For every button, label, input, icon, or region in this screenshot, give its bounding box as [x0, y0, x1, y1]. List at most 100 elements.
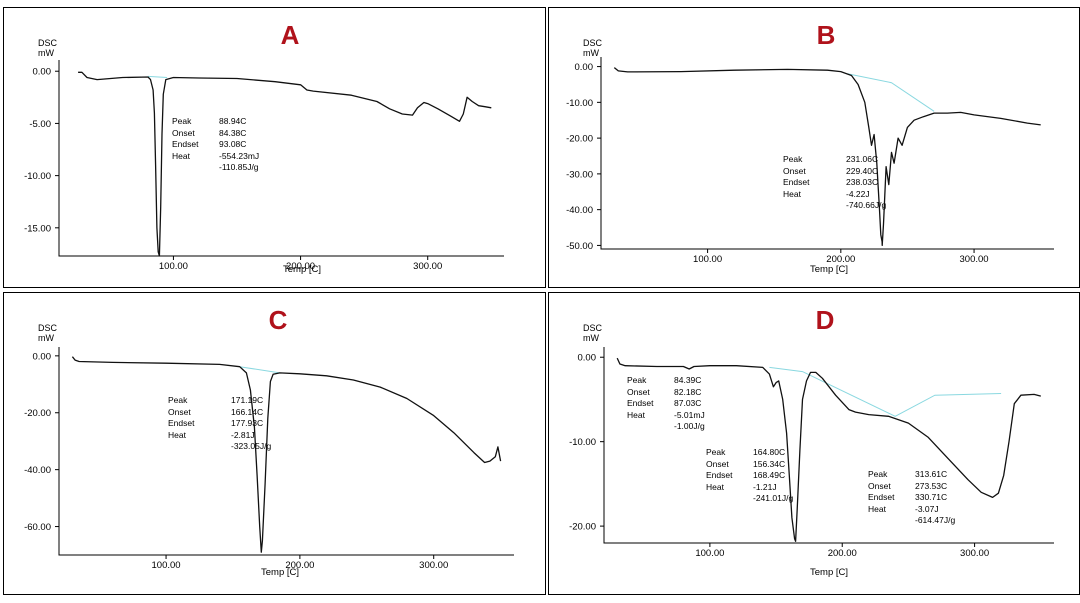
baseline-line: [769, 366, 1002, 417]
annotation-key: Endset: [783, 177, 810, 187]
annotation-value: 229.40C: [846, 165, 879, 176]
x-tick-label: 100.00: [159, 261, 188, 272]
y-tick-label: -10.00: [566, 98, 593, 109]
axis-frame: [603, 347, 1054, 544]
annotation-key: Heat: [868, 503, 886, 514]
annotation-value: -2.81J: [231, 429, 255, 440]
x-axis-label: Temp [C]: [809, 567, 849, 578]
annotation-value: 166.14C: [231, 406, 264, 417]
annotation-key: Heat: [168, 429, 186, 440]
y-tick-label: -10.00: [24, 171, 51, 182]
axis-frame: [600, 57, 1054, 250]
annotation-key: Endset: [868, 492, 895, 502]
annotation-value: 84.38C: [219, 127, 247, 138]
annotation-key: Onset: [627, 386, 650, 397]
annotation-value: 313.61C: [915, 469, 948, 479]
x-tick-label: 200.00: [828, 548, 857, 559]
panel-letter: C: [268, 305, 288, 335]
y-tick-label: 0.00: [578, 353, 597, 364]
annotation-value: -110.85J/g: [219, 162, 259, 172]
annotation-value: -323.05J/g: [231, 441, 272, 451]
annotation-value: 171.19C: [231, 395, 264, 405]
y-tick-label: -30.00: [566, 169, 593, 180]
annotation-value: 164.80C: [753, 447, 786, 457]
y-axis-label: DSC mW: [38, 323, 58, 343]
y-tick-label: -60.00: [24, 522, 51, 533]
x-axis-label: Temp [C]: [282, 264, 322, 275]
annotation-value: 168.49C: [753, 470, 786, 480]
y-tick-label: -15.00: [24, 223, 51, 234]
y-tick-label: 0.00: [33, 67, 52, 78]
annotation-value: 273.53C: [915, 480, 948, 491]
plot-area: 0.00 -20.00 -40.00 -60.00 100.00 200.00 300.00: [24, 347, 514, 571]
y-tick-label: -20.00: [569, 522, 596, 533]
annotation-key: Onset: [168, 406, 191, 417]
annotation-key: Peak: [868, 469, 888, 479]
panel-letter: B: [816, 20, 836, 50]
plot-area: 0.00 -10.00 -20.00 100.00 200.00 300.00: [569, 347, 1054, 559]
dsc-curve: [613, 67, 1041, 247]
annotation-key: Peak: [783, 154, 803, 164]
annotation-value: 87.03C: [674, 398, 702, 408]
annotation-key: Peak: [706, 447, 726, 457]
plot-area: 0.00 -10.00 -20.00 -30.00 -40.00 -50.00 100.00…: [566, 57, 1054, 265]
annotation-value: 231.06C: [846, 154, 879, 164]
annotation-value: -4.22J: [846, 188, 870, 199]
dsc-panel-b: B DSC mW 0.00 -10.00 -20.00 -30.00 -40.00 -50…: [548, 7, 1080, 288]
annotation-value: 84.39C: [674, 375, 702, 385]
axis-frame: [58, 60, 504, 257]
y-tick-label: 0.00: [575, 62, 594, 73]
annotation-key: Endset: [627, 398, 654, 408]
y-tick-label: -20.00: [24, 408, 51, 419]
dsc-curve: [616, 357, 1041, 542]
y-tick-label: -5.00: [29, 119, 51, 130]
annotation-value: -241.01J/g: [753, 493, 794, 503]
dsc-panel-a: A DSC mW 0.00 -5.00 -10.00 -15.00 100.00 200.…: [3, 7, 546, 288]
y-axis-label: DSC mW: [583, 38, 603, 58]
baseline-line: [147, 75, 168, 78]
x-axis-label: Temp [C]: [260, 567, 300, 578]
annotation-key: Endset: [706, 470, 733, 480]
y-tick-label: -50.00: [566, 241, 593, 252]
annotation-value: -1.00J/g: [674, 421, 705, 431]
y-tick-label: -40.00: [566, 205, 593, 216]
x-tick-label: 300.00: [960, 548, 989, 559]
annotation-value: -1.21J: [753, 481, 777, 492]
annotation-value: -740.66J/g: [846, 200, 887, 210]
baseline-line: [847, 73, 935, 112]
annotation-key: Endset: [172, 139, 199, 149]
panel-letter: A: [280, 20, 300, 50]
annotation-value: -3.07J: [915, 503, 939, 514]
dsc-panel-d: D DSC mW 0.00 -10.00 -20.00 100.00 200.00 300…: [548, 292, 1080, 595]
annotation-value: 177.93C: [231, 418, 264, 428]
annotation-value: 156.34C: [753, 458, 786, 469]
x-tick-label: 300.00: [413, 261, 442, 272]
annotation-key: Onset: [783, 165, 806, 176]
y-tick-label: -40.00: [24, 465, 51, 476]
x-tick-label: 300.00: [419, 560, 448, 571]
x-tick-label: 200.00: [285, 560, 314, 571]
annotation-value: 330.71C: [915, 492, 948, 502]
annotation-value: 238.03C: [846, 177, 879, 187]
plot-area: 0.00 -5.00 -10.00 -15.00 100.00 200.00 300.00: [24, 60, 504, 272]
x-tick-label: 100.00: [152, 560, 181, 571]
annotation-key: Peak: [627, 375, 647, 385]
annotation-key: Onset: [706, 458, 729, 469]
y-axis-label: DSC mW: [583, 323, 603, 343]
annotation-key: Heat: [627, 409, 645, 420]
annotation-key: Heat: [172, 150, 190, 161]
annotation-value: 88.94C: [219, 116, 247, 126]
x-tick-label: 100.00: [693, 254, 722, 265]
annotation-key: Onset: [172, 127, 195, 138]
annotation-key: Peak: [168, 395, 188, 405]
x-tick-label: 300.00: [960, 254, 989, 265]
y-tick-label: -10.00: [569, 437, 596, 448]
annotation-key: Endset: [168, 418, 195, 428]
annotation-key: Onset: [868, 480, 891, 491]
annotation-key: Heat: [706, 481, 724, 492]
annotation-value: -614.47J/g: [915, 515, 956, 525]
annotation-key: Heat: [783, 188, 801, 199]
baseline-line: [239, 366, 280, 374]
dsc-curve: [71, 356, 502, 553]
x-tick-label: 200.00: [826, 254, 855, 265]
